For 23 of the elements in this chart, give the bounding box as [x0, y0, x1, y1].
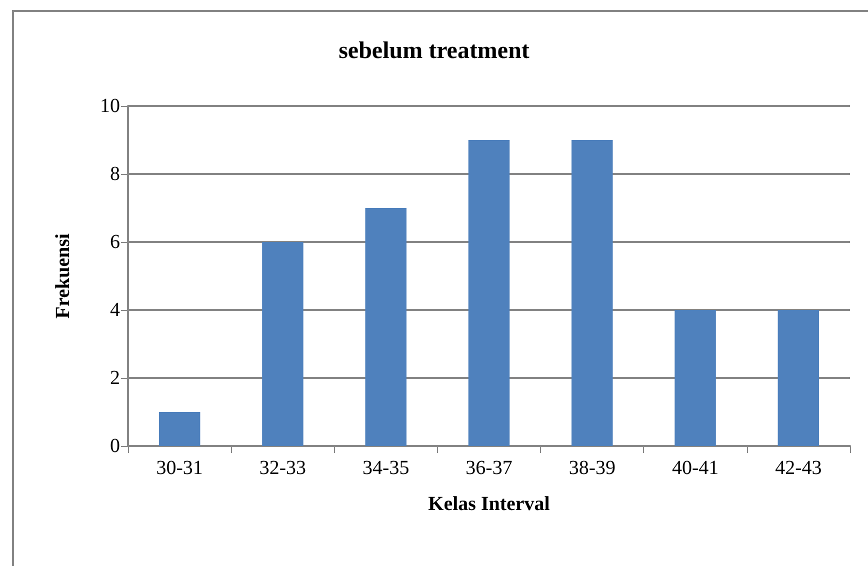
bar	[262, 242, 304, 446]
x-tick-label: 32-33	[259, 457, 306, 479]
y-tick-label: 10	[100, 95, 120, 117]
x-axis-title: Kelas Interval	[428, 493, 550, 515]
chart-title: sebelum treatment	[338, 38, 530, 64]
bar	[468, 140, 510, 446]
x-tick-label: 30-31	[156, 457, 203, 479]
x-tick-label: 42-43	[775, 457, 822, 479]
y-tick-label: 2	[110, 367, 120, 389]
bar	[572, 140, 613, 446]
x-tick-label: 34-35	[362, 457, 410, 479]
bar	[674, 310, 716, 446]
bar	[158, 412, 200, 446]
bar	[778, 310, 820, 446]
x-tick-label: 38-39	[568, 457, 616, 479]
x-tick-label: 40-41	[672, 457, 719, 479]
x-tick-label: 36-37	[466, 457, 512, 479]
bar	[365, 208, 406, 446]
y-tick-label: 4	[110, 299, 120, 321]
y-tick-label: 6	[110, 231, 120, 253]
y-tick-label: 0	[110, 435, 120, 457]
y-axis-title: Frekuensi	[52, 232, 74, 319]
y-tick-label: 8	[110, 163, 120, 185]
